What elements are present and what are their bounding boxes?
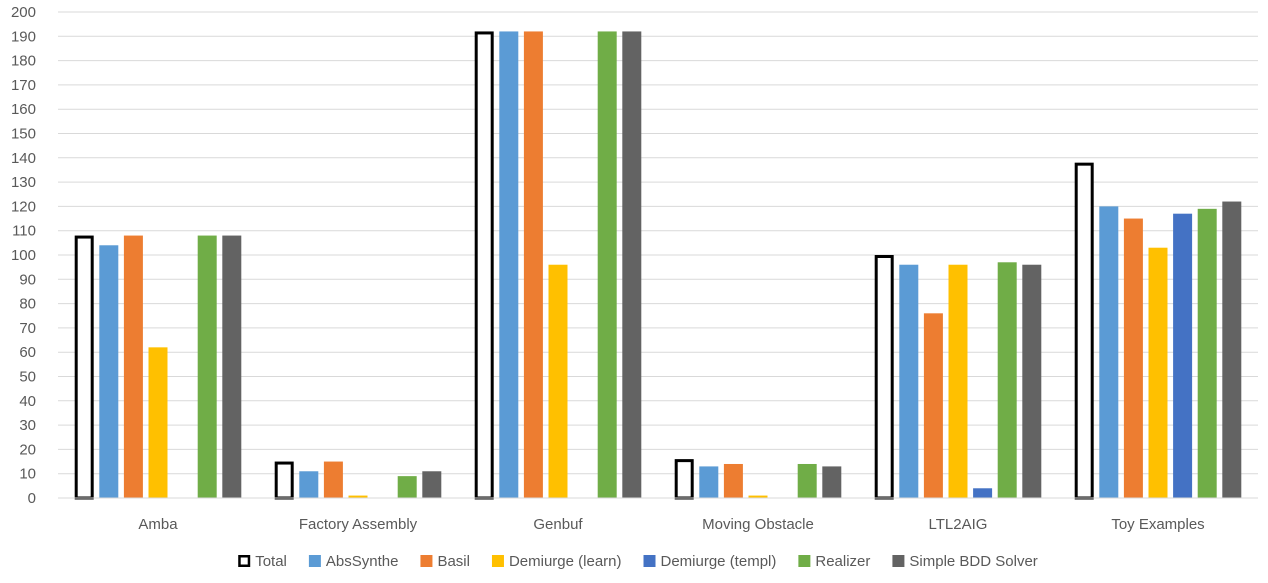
bar-demiurge-learn-toy-examples (1148, 247, 1168, 498)
legend-label: Demiurge (learn) (509, 553, 622, 570)
bar-demiurge-learn-ltl2aig (948, 264, 968, 498)
legend-swatch (238, 555, 251, 567)
legend: Total AbsSynthe Basil Demiurge (learn) Demiu… (238, 553, 1038, 570)
bar-realizer-ltl2aig (997, 262, 1017, 498)
bar-abssynthe-amba (99, 245, 119, 498)
y-tick-label: 190 (11, 28, 36, 45)
bar-simple-bdd-solver-amba (222, 235, 242, 498)
bar-abssynthe-ltl2aig (899, 264, 919, 498)
category-label: Moving Obstacle (702, 516, 814, 533)
bar-realizer-amba (197, 235, 217, 498)
category-labels: Amba Factory Assembly Genbuf Moving Obstacl… (138, 516, 1204, 533)
gridlines (58, 11, 1258, 475)
y-tick-label: 130 (11, 174, 36, 191)
legend-swatch (420, 555, 433, 567)
bar-demiurge-templ-toy-examples (1173, 213, 1193, 498)
bar-realizer-moving-obstacle (797, 463, 817, 498)
y-tick-label: 200 (11, 4, 36, 21)
bar-total-toy-examples (1074, 162, 1094, 500)
legend-item: Demiurge (learn) (491, 553, 622, 570)
y-tick-label: 30 (19, 417, 36, 434)
legend-swatch (643, 555, 656, 567)
bar-demiurge-learn-genbuf (548, 264, 568, 498)
bar-realizer-toy-examples (1197, 208, 1217, 498)
category-label: LTL2AIG (929, 516, 988, 533)
bar-total-ltl2aig (874, 255, 894, 500)
legend-swatch (491, 555, 504, 567)
bar-basil-moving-obstacle (723, 463, 743, 498)
bar-realizer-factory-assembly (397, 476, 417, 498)
y-tick-label: 10 (19, 466, 36, 483)
bar-basil-toy-examples (1123, 218, 1143, 499)
bar-demiurge-learn-moving-obstacle (748, 495, 768, 498)
bar-basil-factory-assembly (323, 461, 343, 498)
legend-item: Total (238, 553, 287, 570)
legend-label: Realizer (815, 553, 870, 570)
legend-label: AbsSynthe (326, 553, 399, 570)
y-tick-label: 80 (19, 296, 36, 313)
legend-item: AbsSynthe (308, 553, 399, 570)
bar-basil-genbuf (523, 31, 543, 498)
y-tick-label: 180 (11, 53, 36, 70)
y-tick-label: 140 (11, 150, 36, 167)
category-label: Amba (138, 516, 178, 533)
y-tick-label: 110 (12, 223, 36, 240)
y-tick-label: 150 (11, 126, 36, 143)
bar-demiurge-templ-ltl2aig (973, 488, 993, 498)
legend-item: Demiurge (templ) (643, 553, 777, 570)
legend-item: Realizer (798, 553, 870, 570)
bars (74, 31, 1242, 500)
legend-swatch (892, 555, 905, 567)
y-tick-label: 40 (19, 393, 36, 410)
bar-realizer-genbuf (597, 31, 617, 498)
legend-label: Total (255, 553, 287, 570)
bar-demiurge-learn-amba (148, 347, 168, 498)
bar-simple-bdd-solver-ltl2aig (1022, 264, 1042, 498)
y-tick-label: 0 (28, 490, 36, 507)
legend-item: Basil (420, 553, 470, 570)
bar-abssynthe-factory-assembly (299, 471, 319, 498)
legend-label: Simple BDD Solver (909, 553, 1037, 570)
legend-label: Demiurge (templ) (661, 553, 777, 570)
bar-total-moving-obstacle (674, 459, 694, 500)
y-tick-label: 60 (19, 344, 36, 361)
bar-total-amba (74, 235, 94, 500)
bar-simple-bdd-solver-toy-examples (1222, 201, 1242, 499)
bar-abssynthe-toy-examples (1099, 206, 1119, 498)
bar-basil-amba (123, 235, 143, 498)
y-tick-label: 90 (19, 271, 36, 288)
category-label: Genbuf (533, 516, 583, 533)
y-tick-label: 100 (11, 247, 36, 264)
y-tick-label: 70 (19, 320, 36, 337)
legend-swatch (798, 555, 811, 567)
bar-demiurge-learn-factory-assembly (348, 495, 368, 498)
category-label: Toy Examples (1111, 516, 1204, 533)
y-tick-label: 50 (19, 369, 36, 386)
y-tick-label: 20 (19, 441, 36, 458)
bar-total-genbuf (474, 31, 494, 500)
y-tick-label: 120 (11, 198, 36, 215)
category-label: Factory Assembly (299, 516, 418, 533)
bar-simple-bdd-solver-moving-obstacle (822, 466, 842, 498)
legend-label: Basil (437, 553, 470, 570)
y-tick-label: 160 (11, 101, 36, 118)
bar-abssynthe-moving-obstacle (699, 466, 719, 498)
legend-swatch (308, 555, 321, 567)
bar-abssynthe-genbuf (499, 31, 519, 498)
bar-simple-bdd-solver-genbuf (622, 31, 642, 498)
bar-basil-ltl2aig (923, 313, 943, 498)
legend-item: Simple BDD Solver (892, 553, 1038, 570)
bar-simple-bdd-solver-factory-assembly (422, 471, 442, 498)
y-axis-tick-labels: 0 10 20 30 40 50 60 70 80 90 100 110 120 130 140 150 160… (11, 4, 36, 507)
bar-total-factory-assembly (274, 461, 294, 500)
y-tick-label: 170 (11, 77, 36, 94)
